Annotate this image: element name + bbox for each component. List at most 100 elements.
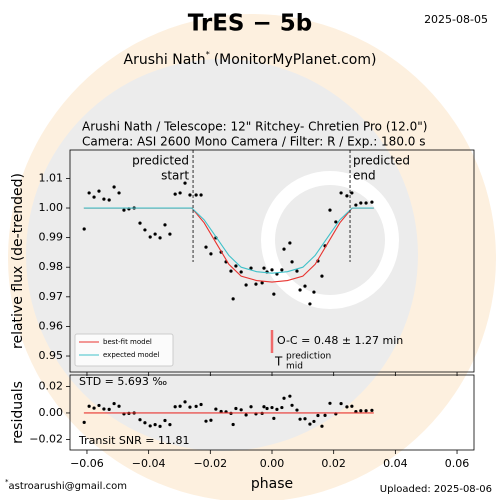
data-point (328, 401, 332, 405)
data-point (112, 185, 116, 189)
data-point (168, 423, 172, 427)
data-point (143, 421, 147, 425)
legend-box (74, 333, 174, 367)
x-tick-label: −0.06 (70, 457, 104, 470)
data-point (288, 241, 292, 245)
data-point (354, 203, 358, 207)
data-point (87, 191, 91, 195)
author: Arushi Nath (124, 52, 206, 68)
data-point (298, 417, 302, 421)
data-point (194, 404, 198, 408)
data-point (280, 405, 284, 410)
email: astroarushi@gmail.com (9, 481, 127, 492)
chart-subtitle: Camera: ASI 2600 Mono Camera / Filter: R… (82, 135, 425, 149)
footer-email: *astroarushi@gmail.com (5, 478, 127, 492)
data-point (244, 413, 248, 417)
y-tick-label: 1.01 (39, 171, 64, 184)
y-axis-label: relative flux (de-trended) (10, 173, 26, 349)
predicted-label: start (161, 169, 189, 183)
stat-label: STD = 5.693 ‰ (79, 375, 167, 388)
data-point (308, 422, 312, 426)
x-tick-label: 0.04 (383, 457, 408, 470)
data-point (102, 407, 106, 411)
data-point (209, 252, 213, 256)
tmid-sup: prediction (286, 352, 331, 362)
data-point (272, 416, 276, 420)
tmid-sub: mid (286, 362, 303, 372)
data-point (303, 417, 307, 421)
data-point (153, 423, 157, 427)
data-point (234, 406, 238, 411)
data-point (107, 198, 111, 202)
author-mark: * (206, 50, 210, 59)
data-point (345, 405, 349, 409)
predicted-label: predicted (353, 154, 410, 168)
data-point (345, 194, 349, 198)
x-tick-label: 0.00 (260, 457, 285, 470)
y-tick-label: 0.02 (39, 380, 64, 393)
data-point (275, 407, 279, 411)
x-tick-label: −0.02 (193, 457, 227, 470)
y-tick-label: 0.99 (39, 231, 64, 244)
data-point (138, 418, 142, 422)
y-tick-label: 0.95 (39, 349, 64, 362)
data-point (370, 408, 374, 412)
data-point (303, 284, 307, 288)
data-point (339, 401, 343, 406)
data-point (92, 406, 96, 410)
data-point (168, 232, 172, 236)
data-point (173, 192, 177, 196)
oc-label: O-C = 0.48 ± 1.27 min (277, 334, 403, 347)
data-point (244, 283, 248, 287)
data-point (107, 407, 111, 411)
model-line (83, 207, 374, 283)
author-site: (MonitorMyPlanet.com) (214, 52, 377, 68)
x-tick-label: 0.06 (445, 457, 470, 470)
model-line (83, 207, 374, 274)
data-point (359, 201, 363, 205)
legend-label: expected model (103, 351, 159, 359)
data-point (295, 269, 299, 273)
data-point (239, 270, 243, 274)
data-point (117, 191, 121, 195)
data-point (102, 197, 106, 201)
data-point (364, 201, 368, 205)
data-point (178, 191, 182, 195)
data-point (328, 208, 332, 212)
data-point (199, 402, 203, 407)
footer-mark: * (5, 478, 9, 486)
tmid-label: T (274, 355, 283, 369)
data-point (239, 408, 243, 412)
data-point (188, 405, 192, 409)
y-tick-label: −0.02 (29, 432, 63, 445)
data-point (295, 408, 299, 412)
page-title: TrES − 5b (188, 11, 313, 37)
data-point (183, 400, 187, 404)
data-point (148, 235, 152, 239)
data-point (82, 420, 86, 424)
data-point (209, 418, 213, 422)
data-point (350, 191, 354, 195)
x-tick-label: −0.04 (132, 457, 166, 470)
data-point (163, 223, 167, 227)
data-point (260, 281, 264, 285)
data-point (204, 245, 208, 249)
y-tick-label: 0.98 (39, 260, 64, 273)
data-point (117, 404, 121, 408)
data-point (138, 221, 142, 225)
data-point (178, 404, 182, 408)
data-point (370, 200, 374, 204)
data-point (204, 419, 208, 423)
data-point (288, 394, 292, 398)
data-point (364, 409, 368, 413)
data-point (270, 405, 274, 410)
author-line: Arushi Nath* (MonitorMyPlanet.com) (124, 50, 377, 69)
y-tick-label: 1.00 (39, 201, 64, 214)
watermark-disc (26, 59, 418, 451)
data-point (270, 268, 274, 272)
data-point (82, 227, 86, 231)
data-point (312, 290, 316, 294)
data-point (308, 302, 312, 306)
data-point (153, 232, 157, 236)
